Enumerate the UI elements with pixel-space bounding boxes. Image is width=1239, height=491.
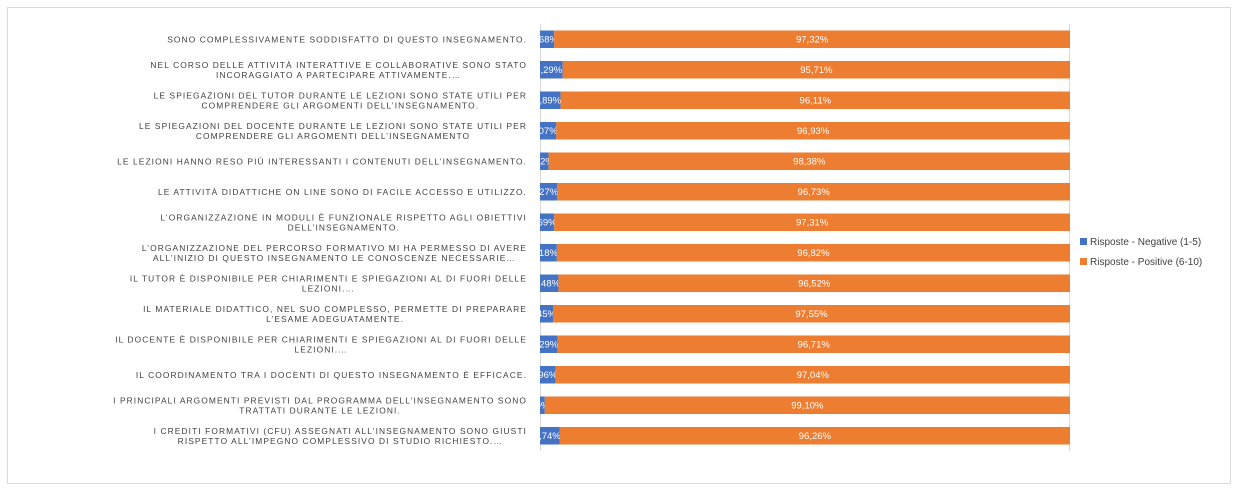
category-label: I PRINCIPALI ARGOMENTI PREVISTI DAL PROG… xyxy=(113,395,527,405)
legend-label-positive: Risposte - Positive (6-10) xyxy=(1090,257,1202,268)
data-label: 96,73% xyxy=(798,187,831,198)
category-label: LEZIONI.… xyxy=(302,283,355,293)
data-label: 97,32% xyxy=(796,35,829,46)
data-label: 45% xyxy=(537,309,557,320)
chart-frame xyxy=(7,7,1231,484)
bar-negative xyxy=(540,274,559,292)
bar-positive xyxy=(554,213,1070,231)
bar-positive xyxy=(557,183,1070,201)
data-label: 96,11% xyxy=(800,96,832,107)
bar-negative xyxy=(540,305,553,323)
category-label: L’ESAME ADEGUATAMENTE. xyxy=(266,314,404,324)
bar-positive xyxy=(544,396,1070,414)
bar-negative xyxy=(540,152,549,170)
category-label: LE ATTIVITÀ DIDATTICHE ON LINE SONO DI F… xyxy=(158,187,527,197)
data-label: 62% xyxy=(535,157,555,168)
bar-positive xyxy=(557,335,1070,353)
bar-positive xyxy=(548,152,1070,170)
bar-negative xyxy=(540,213,555,231)
bar-positive xyxy=(556,244,1070,262)
legend-swatch-positive xyxy=(1080,258,1087,265)
category-label: IL TUTOR È DISPONIBILE PER CHIARIMENTI E… xyxy=(130,273,527,283)
data-label: 07% xyxy=(539,126,559,137)
bar-negative xyxy=(540,122,557,140)
category-label: TRATTATI DURANTE LE LEZIONI. xyxy=(239,405,401,415)
bar-positive xyxy=(556,122,1070,140)
data-label: 97,04% xyxy=(797,370,830,381)
data-label: 98,38% xyxy=(793,157,826,168)
data-label: 27% xyxy=(539,187,559,198)
data-label: ,74% xyxy=(539,431,561,442)
category-label: NEL CORSO DELLE ATTIVITÀ INTERATTIVE E C… xyxy=(150,60,527,70)
data-label: 29% xyxy=(539,340,559,351)
category-label: SONO COMPLESSIVAMENTE SODDISFATTO DI QUE… xyxy=(167,34,527,44)
data-label: 97,31% xyxy=(796,218,829,229)
data-label: ,48% xyxy=(538,279,560,290)
category-label: IL MATERIALE DIDATTICO, NEL SUO COMPLESS… xyxy=(143,304,527,314)
bar-negative xyxy=(540,366,556,384)
data-label: 96,71% xyxy=(798,340,831,351)
legend-label-negative: Risposte - Negative (1-5) xyxy=(1090,237,1201,248)
category-label: COMPRENDERE GLI ARGOMENTI DELL’INSEGNAME… xyxy=(196,131,470,141)
bar-positive xyxy=(560,91,1070,109)
data-label: 95,71% xyxy=(800,65,833,76)
category-label: DELL’INSEGNAMENTO. xyxy=(288,222,400,232)
data-label: ,89% xyxy=(539,96,561,107)
category-label: IL COORDINAMENTO TRA I DOCENTI DI QUESTO… xyxy=(136,370,527,380)
category-label: LE SPIEGAZIONI DEL DOCENTE DURANTE LE LE… xyxy=(139,121,527,131)
data-label: 97,55% xyxy=(795,309,828,320)
bar-negative xyxy=(540,396,545,414)
category-label: IL DOCENTE È DISPONIBILE PER CHIARIMENTI… xyxy=(115,334,527,344)
data-label: ,68% xyxy=(536,35,558,46)
category-label: COMPRENDERE GLI ARGOMENTI DELL’INSEGNAME… xyxy=(201,100,479,110)
data-label: 96% xyxy=(538,370,558,381)
legend-swatch-negative xyxy=(1080,238,1087,245)
data-label: 96,93% xyxy=(797,126,830,137)
bar-positive xyxy=(558,274,1070,292)
category-label: LE LEZIONI HANNO RESO PIÙ INTERESSANTI I… xyxy=(117,156,527,166)
bar-negative xyxy=(540,335,558,353)
category-label: RISPETTO ALL’IMPEGNO COMPLESSIVO DI STUD… xyxy=(178,436,503,446)
category-label: L’ORGANIZZAZIONE DEL PERCORSO FORMATIVO … xyxy=(142,243,527,253)
bar-negative xyxy=(540,91,561,109)
bar-positive xyxy=(554,30,1070,48)
bar-negative xyxy=(540,427,560,445)
data-label: 0% xyxy=(536,401,550,412)
data-label: 96,82% xyxy=(797,248,830,259)
bar-negative xyxy=(540,30,555,48)
category-label: LE SPIEGAZIONI DEL TUTOR DURANTE LE LEZI… xyxy=(154,90,527,100)
bar-negative xyxy=(540,244,557,262)
data-label: 96,52% xyxy=(798,279,831,290)
data-label: 99,10% xyxy=(791,401,824,412)
bar-positive xyxy=(552,305,1070,323)
category-label: LEZIONI.… xyxy=(295,344,348,354)
data-label: ,29% xyxy=(541,65,563,76)
bar-positive xyxy=(559,427,1070,445)
bar-negative xyxy=(540,61,563,79)
data-label: 96,26% xyxy=(799,431,832,442)
category-label: ALL’INIZIO DI QUESTO INSEGNAMENTO LE CON… xyxy=(153,253,516,263)
category-label: INCORAGGIATO A PARTECIPARE ATTIVAMENTE.… xyxy=(216,70,461,80)
bar-positive xyxy=(562,61,1070,79)
data-label: 18% xyxy=(539,248,559,259)
bar-negative xyxy=(540,183,558,201)
data-label: 69% xyxy=(538,218,558,229)
bar-positive xyxy=(555,366,1070,384)
category-label: L’ORGANIZZAZIONE IN MODULI È FUNZIONALE … xyxy=(160,212,527,222)
category-label: I CREDITI FORMATIVI (CFU) ASSEGNATI ALL’… xyxy=(154,426,527,436)
